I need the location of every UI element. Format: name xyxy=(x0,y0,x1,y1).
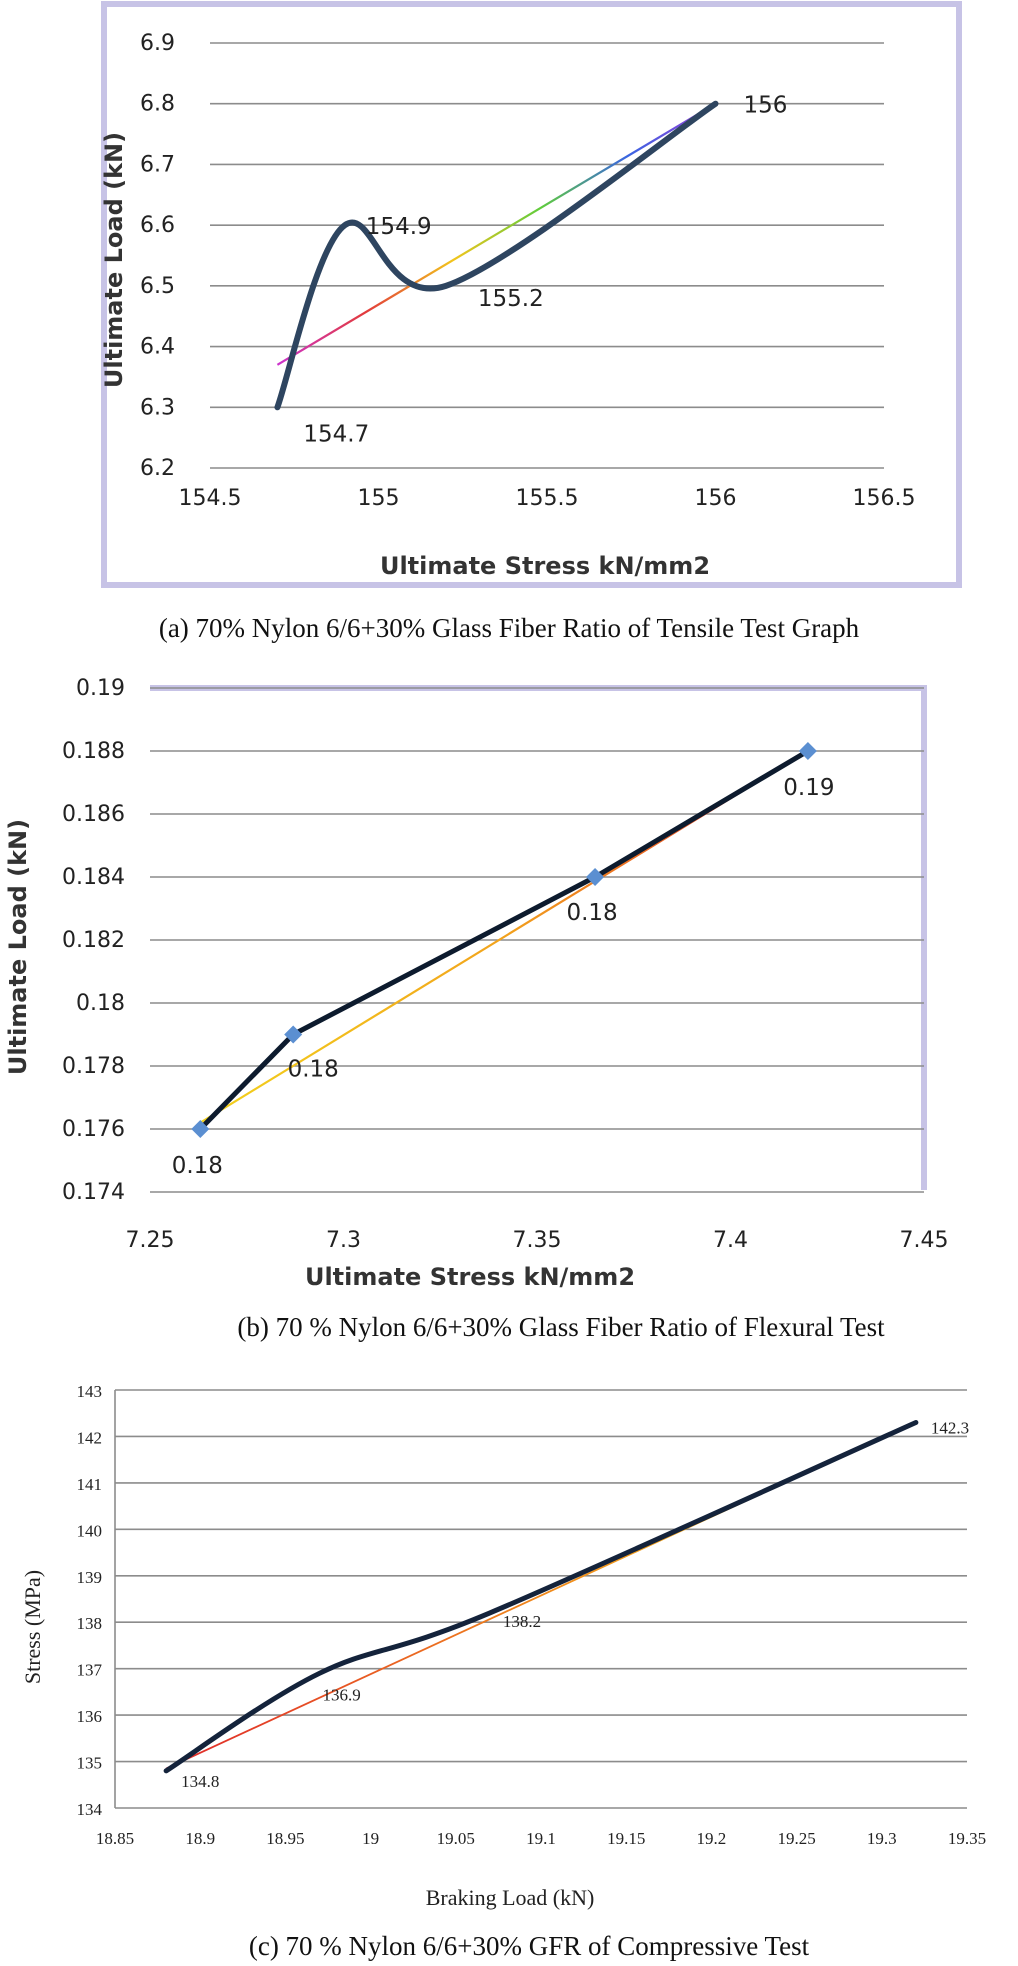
chart-a-y-tick-labels: 6.2 6.3 6.4 6.5 6.6 6.7 6.8 6.9 xyxy=(140,31,175,481)
x-tick-label: 156 xyxy=(695,486,737,511)
chart-b-x-tick-labels: 7.25 7.3 7.35 7.4 7.45 xyxy=(126,1228,949,1253)
x-tick-label: 7.35 xyxy=(513,1228,562,1253)
data-point-marker xyxy=(798,742,817,760)
chart-a-gridlines xyxy=(210,42,884,469)
x-tick-label: 19.35 xyxy=(948,1829,986,1848)
chart-a-x-tick-labels: 154.5 155 155.5 156 156.5 xyxy=(179,486,916,511)
chart-c-data-labels: 134.8 136.9 138.2 142.3 xyxy=(181,1419,969,1791)
x-tick-label: 18.95 xyxy=(266,1829,304,1848)
data-point-marker xyxy=(191,1120,210,1138)
y-tick-label: 135 xyxy=(77,1754,103,1773)
chart-a-tensile: 6.26.36.46.56.66.76.86.9 154.5 155 155.5 15… xyxy=(100,1,962,643)
x-tick-label: 7.45 xyxy=(900,1228,949,1253)
y-tick-label: 143 xyxy=(77,1382,103,1401)
chart-c-x-tick-labels: 18.85 18.9 18.95 19 19.05 19.1 19.15 19.2 19.25 1… xyxy=(96,1829,986,1848)
chart-c-y-tick-labels: 134 135 136 137 138 139 140 141 142 143 xyxy=(77,1382,103,1819)
chart-c-y-axis-title: Stress (MPa) xyxy=(20,1570,45,1684)
y-tick-label: 6.8 xyxy=(140,92,175,117)
chart-b-y-tick-labels: 0.174 0.176 0.178 0.18 0.182 0.184 0.186 0.188 0… xyxy=(62,676,125,1205)
chart-b-markers xyxy=(191,742,817,1138)
y-tick-label: 142 xyxy=(77,1428,103,1447)
data-label: 156 xyxy=(744,93,788,119)
x-tick-label: 19.05 xyxy=(437,1829,475,1848)
data-label: 154.7 xyxy=(303,421,369,447)
x-tick-label: 7.4 xyxy=(713,1228,748,1253)
data-label: 155.2 xyxy=(478,286,544,312)
data-label: 134.8 xyxy=(181,1772,219,1791)
chart-a-frame xyxy=(101,1,962,588)
x-tick-label: 19.3 xyxy=(867,1829,897,1848)
chart-a-series-line xyxy=(274,100,719,411)
chart-b-series-line xyxy=(197,748,811,1132)
chart-b-y-axis-title: Ultimate Load (kN) xyxy=(4,819,32,1075)
data-label: 136.9 xyxy=(322,1685,360,1704)
chart-c-compressive: 134 135 136 137 138 139 140 141 142 143 18.85 18.9… xyxy=(20,1382,986,1961)
data-point-marker xyxy=(586,868,605,886)
chart-c-x-axis-title: Braking Load (kN) xyxy=(426,1885,595,1910)
chart-b-data-labels: 0.18 0.18 0.18 0.19 xyxy=(172,775,835,1179)
y-tick-label: 6.4 xyxy=(140,335,175,360)
y-tick-label: 6.7 xyxy=(140,152,175,177)
x-tick-label: 18.85 xyxy=(96,1829,134,1848)
chart-b-gridlines xyxy=(150,687,924,1193)
chart-c-gridlines xyxy=(114,1389,967,1809)
x-tick-label: 7.25 xyxy=(126,1228,175,1253)
x-tick-label: 155.5 xyxy=(516,486,579,511)
x-tick-label: 155 xyxy=(358,486,400,511)
x-tick-label: 19.25 xyxy=(777,1829,815,1848)
x-tick-label: 156.5 xyxy=(853,486,916,511)
y-tick-label: 0.18 xyxy=(76,991,125,1016)
data-label: 154.9 xyxy=(366,214,432,240)
data-label: 0.18 xyxy=(288,1057,339,1083)
y-tick-label: 0.178 xyxy=(62,1054,125,1079)
chart-b-caption: (b) 70 % Nylon 6/6+30% Glass Fiber Ratio… xyxy=(237,1312,885,1342)
data-label: 142.3 xyxy=(931,1419,969,1438)
chart-a-caption: (a) 70% Nylon 6/6+30% Glass Fiber Ratio … xyxy=(159,613,860,643)
chart-b-x-axis-title: Ultimate Stress kN/mm2 xyxy=(305,1263,635,1291)
y-tick-label: 6.9 xyxy=(140,31,175,56)
chart-b-frame xyxy=(150,685,927,1190)
y-tick-label: 136 xyxy=(77,1707,103,1726)
data-point-marker xyxy=(284,1025,303,1044)
x-tick-label: 18.9 xyxy=(185,1829,215,1848)
y-tick-label: 6.6 xyxy=(140,213,175,238)
y-tick-label: 0.186 xyxy=(62,802,125,827)
y-tick-label: 0.19 xyxy=(76,676,125,701)
chart-a-y-axis-title: Ultimate Load (kN) xyxy=(100,132,128,388)
chart-a-x-axis-title: Ultimate Stress kN/mm2 xyxy=(380,552,710,580)
y-tick-label: 139 xyxy=(77,1568,103,1587)
x-tick-label: 19.1 xyxy=(526,1829,556,1848)
y-tick-label: 140 xyxy=(77,1521,103,1540)
x-tick-label: 7.3 xyxy=(326,1228,361,1253)
chart-c-series-line xyxy=(163,1420,919,1774)
chart-c-caption: (c) 70 % Nylon 6/6+30% GFR of Compressiv… xyxy=(249,1931,810,1961)
y-tick-label: 138 xyxy=(77,1614,103,1633)
x-tick-label: 19 xyxy=(362,1829,379,1848)
x-tick-label: 19.15 xyxy=(607,1829,645,1848)
y-tick-label: 6.3 xyxy=(140,395,175,420)
y-tick-label: 134 xyxy=(77,1800,103,1819)
data-label: 0.18 xyxy=(566,900,617,926)
data-label: 0.19 xyxy=(783,775,834,801)
chart-a-trendline xyxy=(276,102,717,366)
y-tick-label: 6.5 xyxy=(140,274,175,299)
chart-a-data-labels: 154.7 154.9 155.2 156 xyxy=(303,93,787,448)
data-label: 0.18 xyxy=(172,1153,223,1179)
y-tick-label: 137 xyxy=(77,1661,103,1680)
y-tick-label: 141 xyxy=(77,1475,103,1494)
y-tick-label: 0.174 xyxy=(62,1180,125,1205)
data-label: 138.2 xyxy=(503,1612,541,1631)
y-tick-label: 0.176 xyxy=(62,1117,125,1142)
y-tick-label: 0.188 xyxy=(62,739,125,764)
chart-b-flexural: 0.174 0.176 0.178 0.18 0.182 0.184 0.186 0.188 0… xyxy=(4,676,948,1342)
y-tick-label: 6.2 xyxy=(140,456,175,481)
y-tick-label: 0.184 xyxy=(62,865,125,890)
x-tick-label: 154.5 xyxy=(179,486,242,511)
y-tick-label: 0.182 xyxy=(62,928,125,953)
x-tick-label: 19.2 xyxy=(697,1829,727,1848)
